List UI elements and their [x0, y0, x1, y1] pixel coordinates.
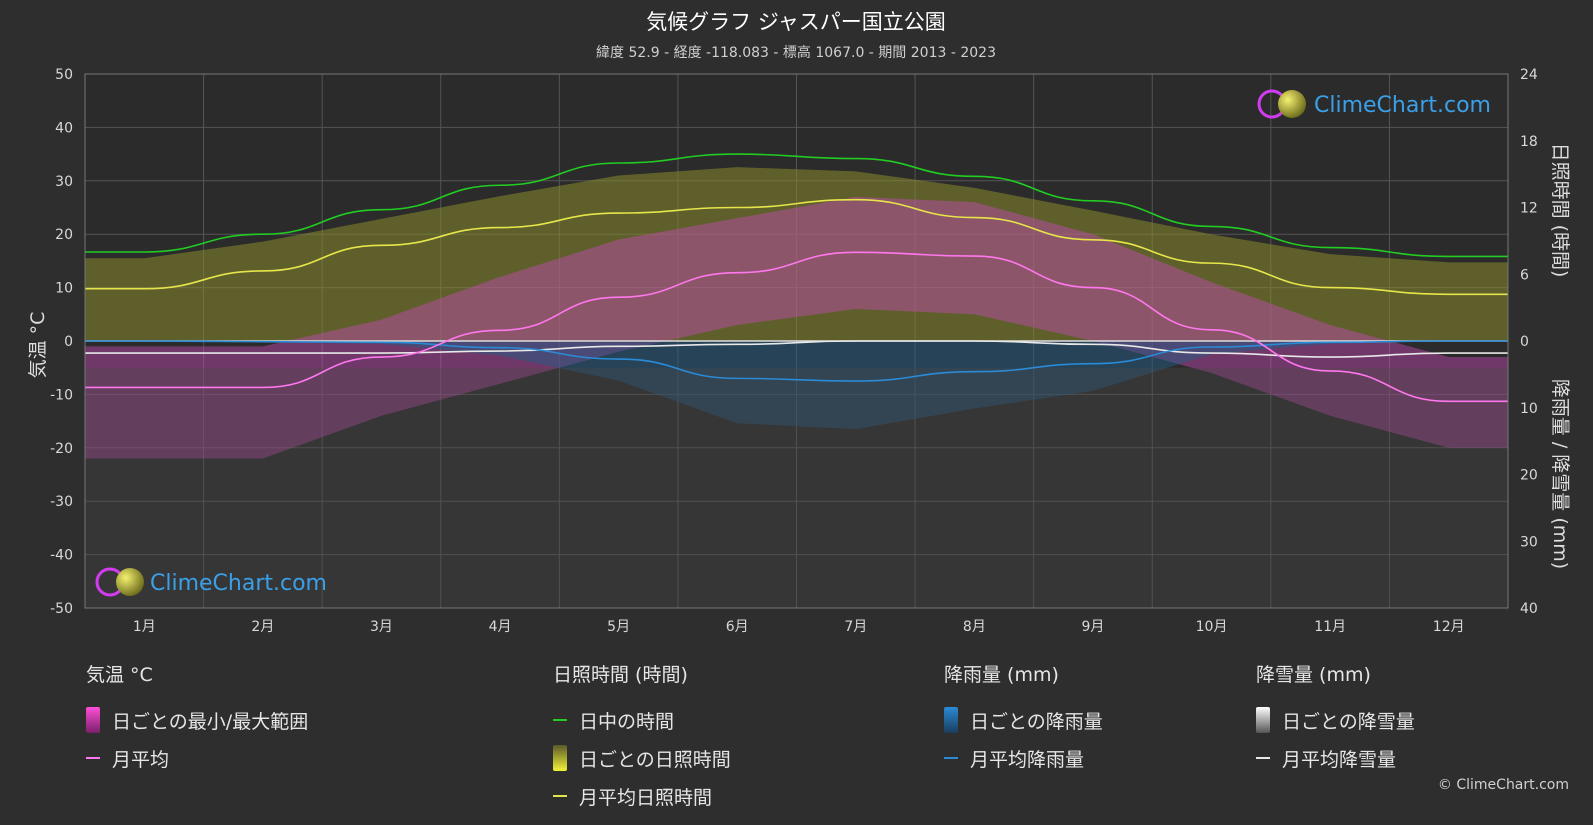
- rain-avg-swatch-icon: [944, 757, 958, 759]
- legend-item: 月平均日照時間: [553, 777, 731, 815]
- legend-label: 日ごとの日照時間: [579, 748, 731, 771]
- month-tick-label: 8月: [963, 619, 986, 635]
- left-tick-label: 30: [55, 174, 73, 190]
- right-top-tick-label: 0: [1520, 334, 1529, 350]
- legend-label: 月平均降雨量: [970, 748, 1085, 771]
- left-tick-label: 50: [55, 67, 73, 83]
- plot-frame: [84, 73, 1509, 609]
- temperature-range-band: [85, 196, 1508, 459]
- month-tick-label: 6月: [726, 619, 749, 635]
- legend-header: 日照時間 (時間): [553, 664, 688, 686]
- legend-sunshine: 日照時間 (時間) 日中の時間 日ごとの日照時間 月平均日照時間: [553, 660, 731, 815]
- left-tick-label: 40: [55, 120, 73, 136]
- month-tick-label: 3月: [370, 619, 393, 635]
- right-axis-bottom-label: 降雨量 / 降雪量 (mm): [1549, 379, 1571, 569]
- month-tick-label: 7月: [844, 619, 867, 635]
- legend-header: 気温 °C: [86, 664, 153, 686]
- left-tick-label: 0: [64, 334, 73, 350]
- rain-daily-band: [85, 341, 1508, 430]
- month-tick-label: 1月: [133, 619, 156, 635]
- daylight-line: [85, 153, 1508, 258]
- sunshine-avg-swatch-icon: [553, 795, 567, 797]
- watermark-top: ClimeChart.com: [1257, 89, 1491, 119]
- legend-item: 日ごとの最小/最大範囲: [86, 701, 308, 739]
- legend-item: 日ごとの日照時間: [553, 739, 731, 777]
- watermark-text: ClimeChart.com: [1314, 93, 1491, 118]
- legend-label: 日ごとの降雨量: [970, 710, 1103, 733]
- sunshine-avg-line: [85, 198, 1508, 296]
- legend-item: 日中の時間: [553, 701, 731, 739]
- left-tick-label: -10: [50, 387, 73, 403]
- legend-header: 降雪量 (mm): [1256, 664, 1371, 686]
- series-lines: [85, 153, 1508, 403]
- chart-subtitle: 緯度 52.9 - 経度 -118.083 - 標高 1067.0 - 期間 2…: [596, 44, 996, 61]
- temp-avg-swatch-icon: [86, 757, 100, 759]
- month-tick-label: 2月: [251, 619, 274, 635]
- temp-avg-line: [85, 251, 1508, 403]
- snow-avg-swatch-icon: [1256, 757, 1270, 759]
- copyright: © ClimeChart.com: [1437, 777, 1569, 793]
- month-tick-label: 9月: [1081, 619, 1104, 635]
- legend-temperature: 気温 °C 日ごとの最小/最大範囲 月平均: [86, 660, 308, 777]
- legend-item: 日ごとの降雨量: [944, 701, 1103, 739]
- legend-item: 月平均降雪量: [1256, 739, 1415, 777]
- axes: 50 40 30 20 10 0 -10 -20 -30 -40 -50 24 18 12 6 0 10 20 30…: [50, 67, 1538, 635]
- right-top-tick-label: 12: [1520, 201, 1538, 217]
- daylight-swatch-icon: [553, 719, 567, 721]
- right-top-tick-label: 6: [1520, 267, 1529, 283]
- month-tick-label: 10月: [1196, 619, 1228, 635]
- right-bottom-tick-label: 40: [1520, 601, 1538, 617]
- legend-label: 日ごとの降雪量: [1282, 710, 1415, 733]
- left-tick-label: -50: [50, 601, 73, 617]
- data-bands: [85, 167, 1508, 608]
- legend-label: 日ごとの最小/最大範囲: [112, 710, 309, 733]
- left-tick-label: 10: [55, 281, 73, 297]
- month-tick-label: 11月: [1314, 619, 1346, 635]
- chart-title: 気候グラフ ジャスパー国立公園: [646, 10, 946, 34]
- month-tick-label: 12月: [1433, 619, 1465, 635]
- watermark-bottom: ClimeChart.com: [95, 567, 327, 597]
- right-top-tick-label: 18: [1520, 134, 1538, 150]
- left-tick-label: -30: [50, 494, 73, 510]
- right-bottom-tick-label: 20: [1520, 468, 1538, 484]
- left-axis-label: 気温 °C: [27, 312, 49, 379]
- right-bottom-tick-label: 30: [1520, 534, 1538, 550]
- month-tick-label: 5月: [607, 619, 630, 635]
- legend-label: 日中の時間: [579, 710, 675, 733]
- right-axis-top-label: 日照時間 (時間): [1549, 143, 1571, 278]
- logo-sun-icon: [116, 568, 144, 596]
- snow-swatch-icon: [1256, 707, 1270, 733]
- legend-label: 月平均: [112, 748, 170, 771]
- left-tick-label: 20: [55, 227, 73, 243]
- legend-rain: 降雨量 (mm) 日ごとの降雨量 月平均降雨量: [944, 660, 1103, 777]
- snow-avg-line: [85, 340, 1508, 358]
- legend-item: 月平均降雨量: [944, 739, 1103, 777]
- left-tick-label: -40: [50, 548, 73, 564]
- sunshine-daily-band: [85, 167, 1508, 341]
- sunshine-swatch-icon: [553, 745, 567, 771]
- left-tick-label: -20: [50, 441, 73, 457]
- watermark-text: ClimeChart.com: [150, 571, 327, 596]
- legend-header: 降雨量 (mm): [944, 664, 1059, 686]
- legend-item: 日ごとの降雪量: [1256, 701, 1415, 739]
- month-tick-label: 4月: [489, 619, 512, 635]
- right-bottom-tick-label: 10: [1520, 401, 1538, 417]
- legend-label: 月平均日照時間: [579, 786, 713, 809]
- legend-label: 月平均降雪量: [1282, 748, 1397, 771]
- logo-sun-icon: [1278, 90, 1306, 118]
- temp-range-swatch-icon: [86, 707, 100, 733]
- legend-item: 月平均: [86, 739, 308, 777]
- right-top-tick-label: 24: [1520, 67, 1538, 83]
- snow-daily-band: [85, 367, 1508, 608]
- legend-snow: 降雪量 (mm) 日ごとの降雪量 月平均降雪量: [1256, 660, 1415, 777]
- rain-swatch-icon: [944, 707, 958, 733]
- rain-avg-line: [85, 340, 1508, 382]
